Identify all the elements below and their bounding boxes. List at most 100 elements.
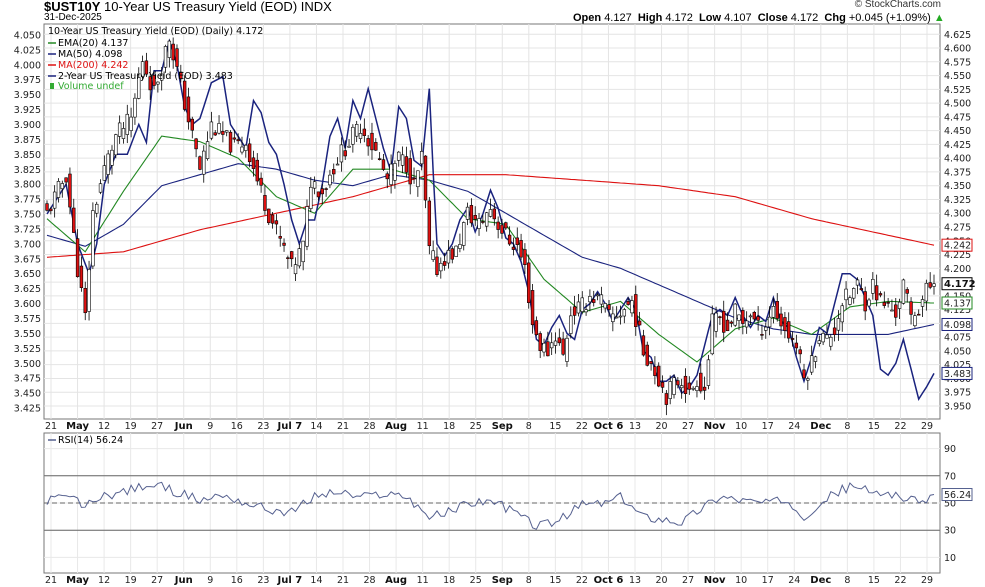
candle-body: [886, 301, 890, 304]
x-tick-label: 29: [921, 575, 933, 586]
candle-body: [917, 313, 921, 316]
candle-body: [783, 317, 787, 331]
candle-body: [691, 387, 695, 390]
candle-body: [320, 188, 324, 195]
candle-body: [572, 306, 577, 316]
candle-body: [75, 238, 80, 278]
candle-body: [523, 249, 527, 265]
rsi-last-value-tag-box: [941, 488, 973, 502]
candle-body: [121, 128, 126, 139]
rsi-tick-label: 90: [944, 444, 956, 455]
candle-body: [354, 124, 359, 137]
candle-body: [507, 234, 512, 245]
candle-body: [110, 149, 114, 166]
x-tick-label: Oct 6: [594, 575, 624, 586]
candle-body: [668, 381, 672, 399]
candle-body: [515, 237, 519, 245]
candles: [45, 37, 936, 416]
left-tick-label: 3.775: [14, 195, 41, 206]
candle-body: [829, 336, 833, 347]
x-tick-label: Aug: [385, 575, 407, 586]
chg-label: Chg: [824, 12, 846, 24]
left-tick-label: 3.575: [14, 314, 41, 325]
x-tick-label: 15: [549, 575, 561, 586]
candle-body: [676, 380, 680, 386]
x-tick-label: Jun: [174, 575, 193, 586]
candle-body: [163, 46, 168, 68]
left-axis-2y: 4.050 4.025 4.000 3.975 3.950 3.925 3.900 3.875…: [14, 30, 41, 414]
candle-body: [748, 315, 753, 318]
candle-body: [202, 150, 206, 175]
left-tick-label: 4.025: [14, 45, 41, 56]
candle-body: [156, 81, 160, 85]
candle-body: [213, 132, 217, 136]
candle-body: [488, 209, 493, 217]
candle-body: [416, 170, 420, 188]
right-tick-label: 4.200: [944, 264, 971, 275]
left-tick-label: 3.600: [14, 299, 41, 310]
candle-body: [725, 319, 730, 332]
candle-body: [806, 378, 810, 381]
candle-body: [852, 288, 856, 299]
candle-body: [595, 294, 600, 297]
candle-body: [641, 335, 646, 356]
candle-body: [836, 318, 841, 331]
candle-body: [592, 299, 596, 303]
x-tick-label: 21: [337, 421, 349, 432]
right-tick-label: 4.350: [944, 181, 971, 192]
left-tick-label: 3.750: [14, 210, 41, 221]
candle-body: [309, 186, 313, 209]
x-tick-label: Oct 6: [594, 421, 624, 432]
candle-body: [351, 126, 355, 145]
candle-body: [538, 333, 542, 351]
rsi-line: [46, 481, 935, 530]
last-value-tag: 3.483: [944, 369, 971, 380]
candle-body: [339, 144, 344, 163]
candle-body: [909, 301, 913, 315]
candle-body: [125, 113, 129, 135]
x-tick-label: 28: [363, 575, 375, 586]
rsi-title: RSI(14) 56.24: [58, 435, 123, 446]
candle-body: [182, 80, 187, 110]
candle-body: [878, 293, 883, 296]
legend-ma200: MA(200) 4.242: [58, 60, 128, 71]
right-tick-label: 4.025: [944, 360, 971, 371]
x-tick-label: 10: [735, 421, 747, 432]
left-tick-label: 3.425: [14, 404, 41, 415]
right-axis-10y: 4.625 4.600 4.575 4.550 4.525 4.500 4.475 4.450…: [944, 30, 971, 413]
candle-body: [710, 313, 714, 355]
candle-body: [95, 203, 99, 214]
x-tick-label: 25: [470, 421, 482, 432]
close-value: 4.172: [790, 12, 819, 24]
open-label: Open: [573, 12, 602, 24]
candle-body: [244, 144, 248, 151]
candle-body: [431, 250, 435, 260]
left-tick-label: 3.625: [14, 284, 41, 295]
candle-body: [756, 316, 760, 321]
x-tick-label: 11: [417, 575, 429, 586]
right-tick-label: 4.300: [944, 209, 971, 220]
candle-body: [702, 386, 707, 391]
x-tick-label: Jul 7: [277, 575, 303, 586]
candle-body: [653, 366, 657, 376]
legend: 10-Year US Treasury Yield (EOD) (Daily) …: [48, 26, 263, 92]
candle-body: [549, 342, 554, 349]
rsi-grid: [44, 433, 940, 573]
candle-body: [530, 290, 535, 326]
x-tick-label: 13: [629, 575, 641, 586]
candle-body: [259, 177, 263, 186]
candle-body: [664, 393, 669, 405]
candle-body: [553, 340, 558, 346]
candle-body: [79, 265, 84, 288]
candle-body: [397, 151, 401, 161]
candle-body: [140, 61, 145, 78]
candle-body: [450, 248, 454, 260]
open-value: 4.127: [604, 12, 632, 24]
candle-body: [91, 210, 95, 267]
x-tick-label: Nov: [704, 575, 726, 586]
x-tick-label: 8: [844, 575, 850, 586]
candle-body: [175, 48, 179, 67]
candle-body: [546, 341, 550, 357]
left-tick-label: 3.725: [14, 224, 41, 235]
candle-body: [400, 154, 405, 166]
